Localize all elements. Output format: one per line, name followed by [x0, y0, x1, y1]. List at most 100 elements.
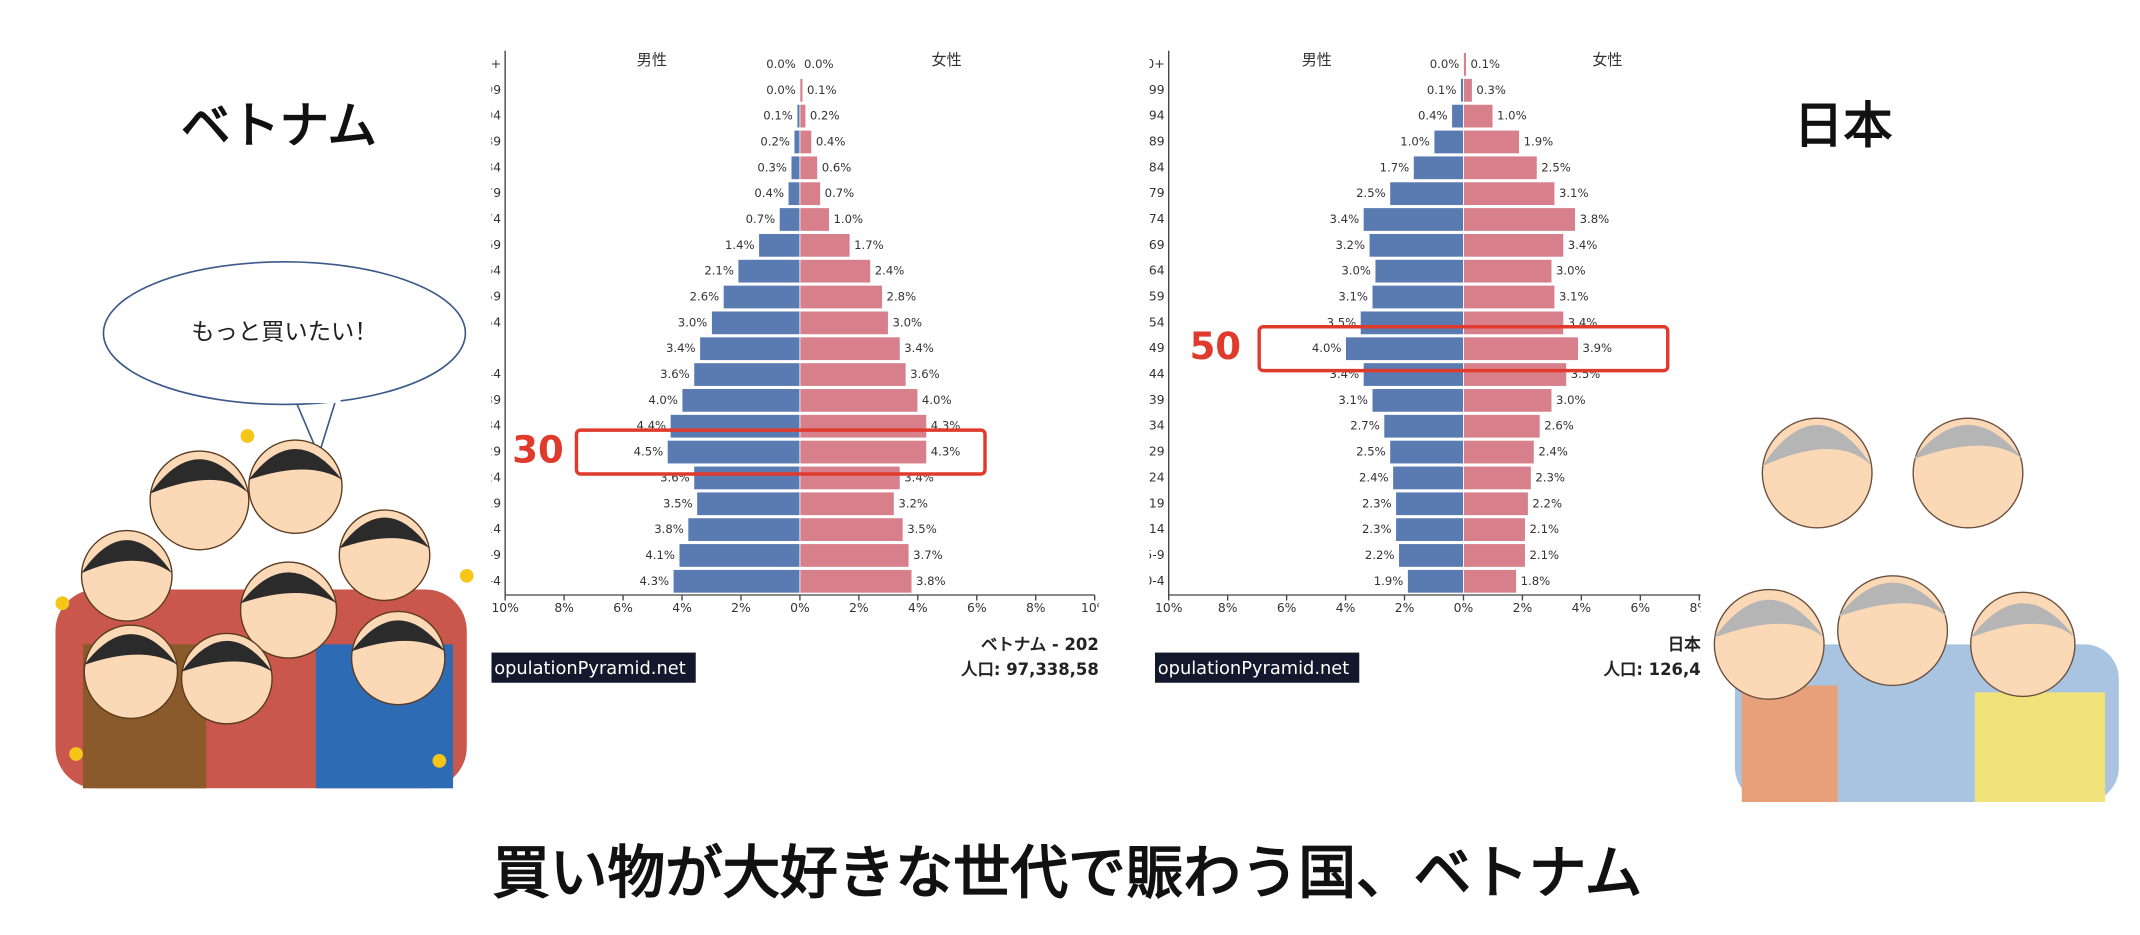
data-label: 3.8%: [916, 574, 946, 588]
bar: [1463, 465, 1532, 491]
bar: [799, 103, 807, 129]
x-tick-label: 8%: [1689, 601, 1709, 615]
bar: [1395, 517, 1464, 542]
x-tick-label: 10%: [491, 601, 519, 615]
y-tick-label: 34: [485, 419, 501, 433]
bar: [722, 284, 801, 310]
bar: [1371, 388, 1464, 413]
bar: [699, 336, 801, 361]
data-label: 0.7%: [746, 212, 776, 226]
data-label: 4.3%: [639, 574, 669, 588]
y-tick-label: -54: [1144, 315, 1164, 329]
y-tick-label: 59: [485, 290, 501, 304]
bar: [1383, 414, 1464, 439]
y-tick-label: 5-9: [1144, 548, 1164, 562]
data-label: 3.5%: [663, 496, 693, 510]
y-tick-label: 19: [485, 496, 501, 510]
y-tick-label: -89: [1144, 134, 1164, 148]
data-label: 3.0%: [678, 315, 708, 329]
data-label: 2.4%: [1359, 470, 1389, 484]
bar: [799, 491, 895, 516]
data-label: 3.4%: [1568, 238, 1598, 252]
bar: [1463, 517, 1526, 542]
bar: [1359, 310, 1464, 336]
data-label: 0.4%: [1418, 109, 1448, 123]
data-label: 2.3%: [1362, 496, 1392, 510]
bar: [669, 414, 801, 439]
data-label: 2.1%: [1529, 548, 1559, 562]
data-label: 0.1%: [807, 83, 837, 97]
data-label: 0.3%: [757, 160, 787, 174]
population-label: 人口: 126,4: [1603, 660, 1700, 679]
x-tick-label: 8%: [1218, 601, 1238, 615]
bar: [672, 569, 801, 594]
data-label: 3.0%: [1556, 264, 1586, 278]
bar: [1463, 414, 1541, 439]
y-tick-label: -19: [1144, 496, 1164, 510]
data-label: 2.7%: [1350, 419, 1380, 433]
data-label: 0.0%: [1430, 57, 1460, 71]
data-label: 2.6%: [690, 290, 720, 304]
data-label: 1.7%: [854, 238, 884, 252]
young-people-illustration: [55, 429, 474, 789]
source-badge: [1155, 652, 1360, 683]
data-label: 2.3%: [1535, 470, 1565, 484]
bar: [1463, 284, 1556, 310]
bar: [799, 362, 907, 387]
data-label: 2.5%: [1541, 160, 1571, 174]
y-tick-label: -34: [1144, 419, 1164, 433]
bar: [793, 129, 801, 155]
bar: [758, 233, 801, 258]
data-label: 2.2%: [1365, 548, 1395, 562]
bar: [666, 439, 801, 465]
annotation: 50: [1190, 325, 1242, 368]
highlight-box: [574, 428, 987, 476]
data-label: 0.2%: [810, 109, 840, 123]
bar: [696, 491, 801, 516]
y-tick-label: -14: [1144, 522, 1164, 536]
data-label: 2.6%: [1544, 419, 1574, 433]
data-label: 2.5%: [1356, 445, 1386, 459]
bar: [1463, 569, 1517, 594]
bar: [799, 258, 872, 284]
bar: [787, 181, 801, 206]
data-label: 0.2%: [760, 134, 790, 148]
data-label: 3.9%: [1583, 341, 1613, 355]
speech-bubble: もっと買いたい！: [102, 261, 467, 458]
bar: [799, 207, 830, 232]
bar: [799, 336, 901, 361]
bar: [1368, 233, 1464, 258]
data-label: 4.0%: [648, 393, 678, 407]
speech-text: もっと買いたい！: [191, 319, 377, 346]
y-tick-label: 69: [485, 238, 501, 252]
data-label: 3.4%: [666, 341, 696, 355]
data-label: 3.2%: [1335, 238, 1365, 252]
bar: [1345, 336, 1464, 361]
x-tick-label: 0%: [790, 601, 810, 615]
bar: [1412, 155, 1464, 181]
y-tick-label: -64: [1144, 264, 1164, 278]
bar: [1463, 233, 1565, 258]
y-tick-label: -69: [1144, 238, 1164, 252]
y-tick-label: 74: [485, 212, 501, 226]
bar: [799, 517, 904, 542]
x-tick-label: 6%: [1277, 601, 1297, 615]
data-label: 2.4%: [875, 264, 905, 278]
country-label: ベトナム - 202: [981, 635, 1099, 654]
y-tick-label: 89: [485, 134, 501, 148]
data-label: 0.7%: [825, 186, 855, 200]
source-text: opulationPyramid.net: [494, 658, 686, 679]
bar: [1371, 284, 1464, 310]
x-tick-label: 6%: [613, 601, 633, 615]
bar: [799, 414, 928, 439]
bar: [1451, 103, 1464, 129]
data-label: 1.0%: [834, 212, 864, 226]
data-label: 3.4%: [904, 341, 934, 355]
bar: [687, 517, 801, 542]
data-label: 0.1%: [1471, 57, 1501, 71]
bar: [799, 543, 910, 568]
y-tick-label: 79: [485, 186, 501, 200]
data-label: 3.7%: [913, 548, 943, 562]
bar: [681, 388, 801, 413]
